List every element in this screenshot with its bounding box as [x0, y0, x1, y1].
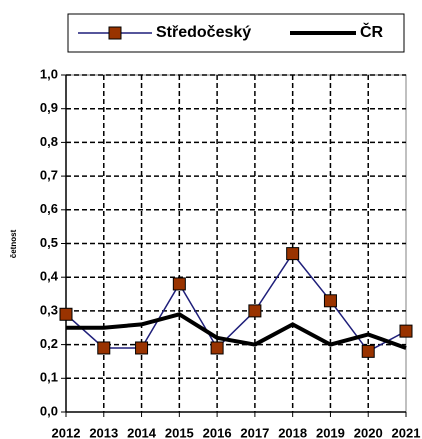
y-tick-label: 0,1 [40, 370, 58, 385]
y-tick-label: 0,3 [40, 302, 58, 317]
x-tick-label: 2015 [165, 425, 194, 439]
y-axis-label: četnost [9, 229, 18, 258]
marker [323, 294, 337, 308]
x-tick-label: 2012 [52, 425, 81, 439]
marker [172, 277, 186, 291]
marker [97, 341, 111, 355]
y-tick-label: 0,6 [40, 201, 58, 216]
legend-label: Středočeský [156, 24, 251, 41]
marker [361, 344, 375, 358]
y-tick-label: 0,8 [40, 134, 58, 149]
x-tick-label: 2014 [127, 425, 157, 439]
legend-label: ČR [360, 22, 384, 41]
series-line [66, 312, 407, 350]
marker [286, 247, 300, 261]
y-tick-label: 0,9 [40, 100, 58, 115]
x-tick-label: 2016 [203, 425, 232, 439]
series-line [65, 252, 407, 353]
y-tick-label: 0,0 [40, 403, 58, 418]
legend-marker [108, 26, 122, 40]
y-tick-label: 0,5 [40, 235, 58, 250]
y-tick-label: 1,0 [40, 66, 58, 81]
marker [59, 307, 73, 321]
y-tick-label: 0,7 [40, 168, 58, 183]
x-tick-label: 2021 [392, 425, 421, 439]
x-tick-label: 2013 [89, 425, 118, 439]
marker [135, 341, 149, 355]
x-tick-label: 2020 [354, 425, 383, 439]
marker [248, 304, 262, 318]
x-tick-label: 2018 [278, 425, 307, 439]
x-tick-label: 2017 [240, 425, 269, 439]
x-tick-label: 2019 [316, 425, 345, 439]
marker [210, 341, 224, 355]
y-tick-label: 0,4 [40, 269, 59, 284]
marker [399, 324, 413, 338]
y-tick-label: 0,2 [40, 336, 58, 351]
